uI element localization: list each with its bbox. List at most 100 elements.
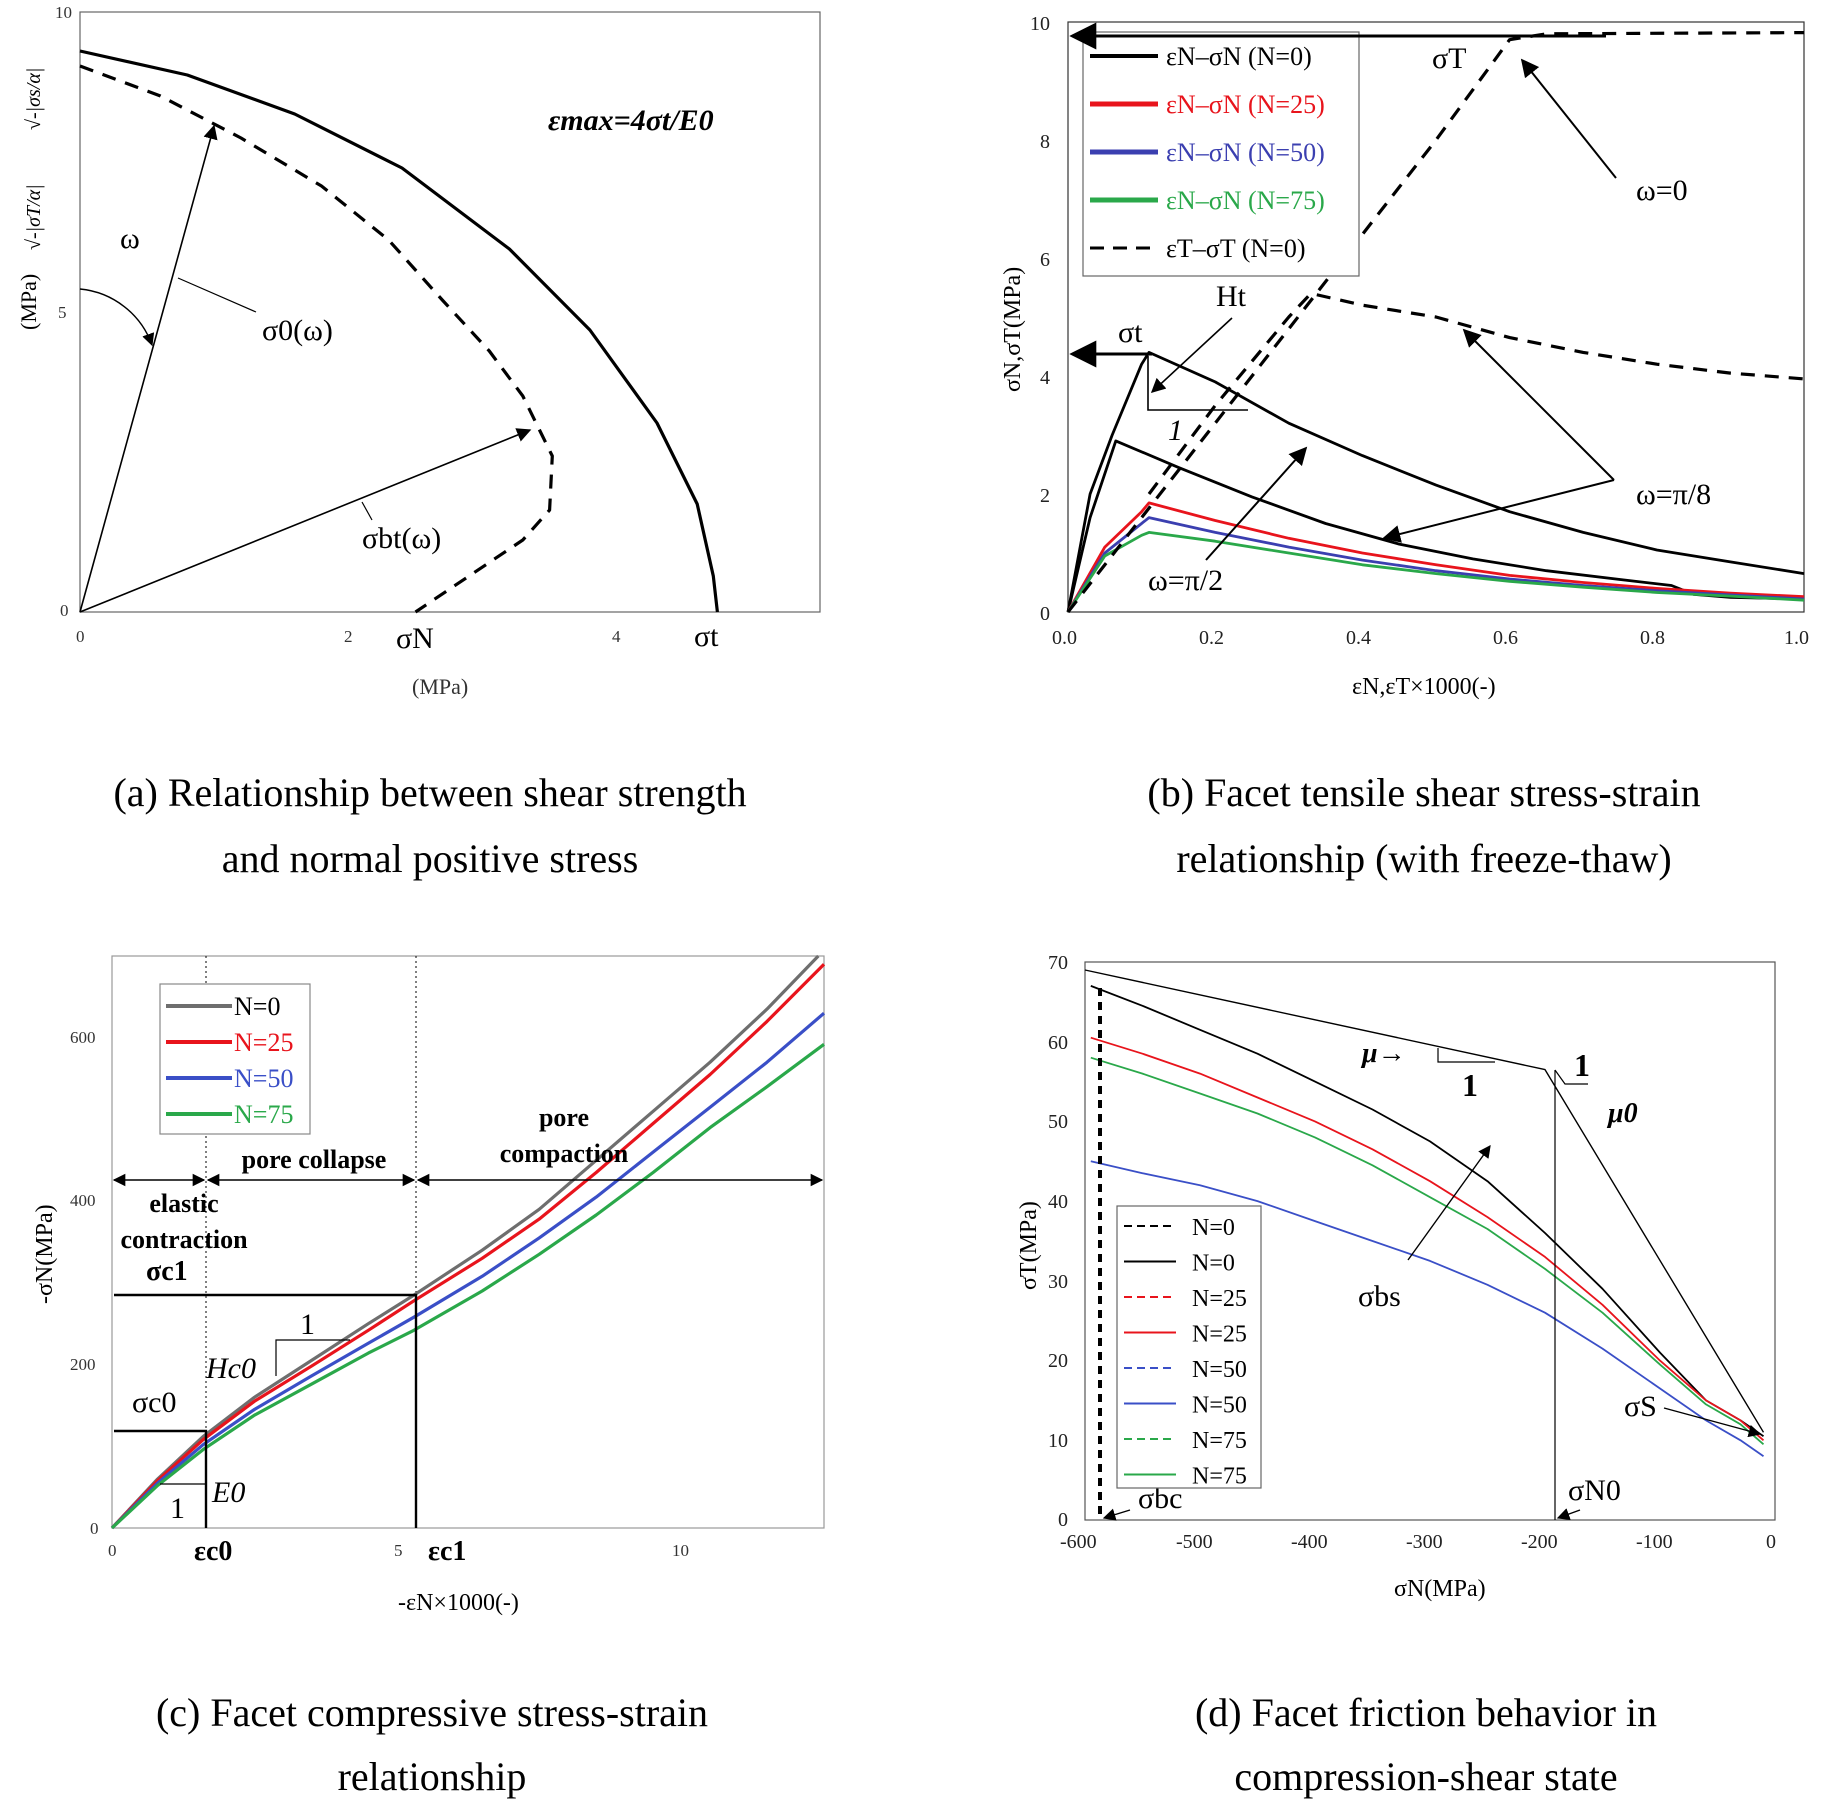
c-Hc0-triangle	[275, 1339, 350, 1376]
c-legend-label-0: N=0	[234, 992, 280, 1021]
panel-c: 0 200 400 600 0 5 10 -εN×1000(-) -σN(MPa…	[32, 954, 826, 1616]
panel-a-frame	[79, 11, 821, 613]
b-legend-label-2: εN–σN (N=50)	[1166, 138, 1325, 167]
caption-c-line2: relationship	[338, 1754, 527, 1799]
c-label-one-Hc0: 1	[300, 1308, 315, 1341]
b-arrow-wpi8-b	[1382, 479, 1615, 543]
d-arrow-sigmabc	[1102, 1508, 1131, 1521]
a-leader-sigma0	[177, 277, 257, 313]
d-ytick-0: 0	[1058, 1509, 1068, 1531]
caption-b-line2: relationship (with freeze-thaw)	[1176, 836, 1671, 881]
a-ytick-10: 10	[55, 3, 72, 22]
a-ylabel-frac-t: √-|σT/α|	[23, 184, 45, 250]
d-legend-label-1: N=0	[1192, 1251, 1235, 1277]
c-legend-label-3: N=75	[234, 1100, 293, 1129]
caption-d-line1: (d) Facet friction behavior in	[1195, 1690, 1657, 1735]
c-sigmac1-box	[114, 1293, 418, 1528]
d-label-sigmas: σS	[1624, 1390, 1657, 1423]
panel-a: 10 5 0 0 2 4 (MPa) (MPa) √-|σT/α| √-|σs/…	[16, 3, 821, 699]
panel-d: 0 10 20 30 40 50 60 70 -600 -500 -400 -3…	[1016, 952, 1776, 1602]
b-xtick-06: 0.6	[1493, 627, 1518, 649]
d-label-sigmabs: σbs	[1358, 1280, 1401, 1313]
b-label-sigmaT: σT	[1432, 42, 1467, 75]
d-label-sigmaN0: σN0	[1568, 1474, 1621, 1507]
b-arrow-w0	[1520, 58, 1617, 179]
a-arrow-sigma0	[79, 124, 218, 613]
b-ytick-2: 2	[1040, 485, 1050, 507]
d-xtick-200: -200	[1521, 1531, 1558, 1553]
panel-c-frame	[111, 955, 825, 1529]
b-label-one: 1	[1168, 414, 1183, 447]
d-arrow-sigmas	[1663, 1407, 1762, 1438]
a-xtick-4: 4	[612, 627, 621, 646]
d-label-mu: μ→	[1360, 1038, 1406, 1069]
series-c-n-25	[110, 963, 826, 1530]
d-legend-label-3: N=25	[1192, 1322, 1247, 1348]
d-legend-label-5: N=50	[1192, 1393, 1247, 1419]
caption-a-line1: (a) Relationship between shear strength	[113, 770, 746, 815]
d-legend-label-4: N=50	[1192, 1357, 1247, 1383]
c-curves	[110, 954, 826, 1530]
series-d-n-50	[1090, 1160, 1765, 1457]
b-xtick-10: 1.0	[1784, 627, 1809, 649]
series-c-n-75	[110, 1043, 825, 1530]
panel-b-frame	[1067, 21, 1805, 613]
c-label-sigmac1: σc1	[146, 1256, 188, 1287]
d-legend-label-0: N=0	[1192, 1215, 1235, 1241]
a-label-sigmaN: σN	[396, 622, 434, 655]
caption-d-line2: compression-shear state	[1234, 1754, 1617, 1799]
c-xtick-10: 10	[672, 1541, 689, 1560]
a-ytick-5: 5	[58, 303, 67, 322]
a-xtick-0: 0	[76, 627, 85, 646]
panel-d-frame	[1084, 961, 1776, 1521]
c-sigmac0-box	[114, 1429, 208, 1528]
b-ytick-6: 6	[1040, 249, 1050, 271]
d-curves	[1084, 969, 1765, 1457]
a-ylabel-unit: (MPa)	[16, 274, 41, 330]
d-xtick-100: -100	[1636, 1531, 1673, 1553]
b-xtick-04: 0.4	[1346, 627, 1371, 649]
d-mu0-triangle	[1554, 1069, 1588, 1085]
b-label-w0: ω=0	[1636, 174, 1688, 207]
a-leader-sigmabt	[361, 501, 373, 521]
d-arrow-sigmaN0	[1556, 1508, 1581, 1521]
a-ylabel: (MPa) √-|σT/α| √-|σs/α|	[16, 68, 45, 330]
c-E0-triangle	[160, 1452, 207, 1485]
b-arrow-wpi8-a	[1462, 328, 1615, 481]
b-ytick-8: 8	[1040, 131, 1050, 153]
d-arrow-sigmabs	[1407, 1144, 1491, 1261]
d-legend-label-7: N=75	[1192, 1464, 1247, 1490]
series-b-n-0-2-	[1066, 350, 1805, 613]
b-ytick-0: 0	[1040, 603, 1050, 625]
caption-c-line1: (c) Facet compressive stress-strain	[156, 1690, 708, 1735]
a-label-sigmat: σt	[694, 620, 719, 653]
series-b-n-50	[1066, 516, 1805, 613]
c-legend-box	[159, 983, 311, 1135]
d-ytick-30: 30	[1048, 1271, 1068, 1293]
b-xlabel: εN,εT×1000(-)	[1352, 674, 1496, 700]
d-xtick-300: -300	[1406, 1531, 1443, 1553]
a-xtick-2: 2	[344, 627, 353, 646]
c-region-pore-collapse: pore collapse	[242, 1145, 387, 1174]
b-xtick-08: 0.8	[1640, 627, 1665, 649]
c-region-pore: pore	[539, 1103, 589, 1132]
d-label-mu0: μ0	[1606, 1098, 1638, 1129]
d-ytick-10: 10	[1048, 1430, 1068, 1452]
c-xtick-5: 5	[394, 1541, 403, 1560]
panel-b: 0 2 4 6 8 10 0.0 0.2 0.4 0.6 0.8 1.0 εN,…	[1000, 13, 1809, 700]
d-xlabel: σN(MPa)	[1394, 1576, 1486, 1602]
d-ytick-50: 50	[1048, 1111, 1068, 1133]
c-ytick-600: 600	[70, 1028, 96, 1047]
a-omega-arc	[79, 288, 155, 347]
b-ht-triangle	[1147, 356, 1248, 411]
b-legend-label-3: εN–σN (N=75)	[1166, 186, 1325, 215]
b-legend-label-0: εN–σN (N=0)	[1166, 42, 1312, 71]
series-b-n-75	[1066, 531, 1805, 613]
c-ytick-400: 400	[70, 1191, 96, 1210]
a-label-sigma0: σ0(ω)	[262, 314, 333, 347]
c-region-compaction: compaction	[500, 1139, 629, 1168]
d-ylabel: σT(MPa)	[1016, 1201, 1042, 1290]
d-ytick-60: 60	[1048, 1032, 1068, 1054]
c-xlabel: -εN×1000(-)	[398, 1590, 519, 1616]
c-legend-label-2: N=50	[234, 1064, 293, 1093]
